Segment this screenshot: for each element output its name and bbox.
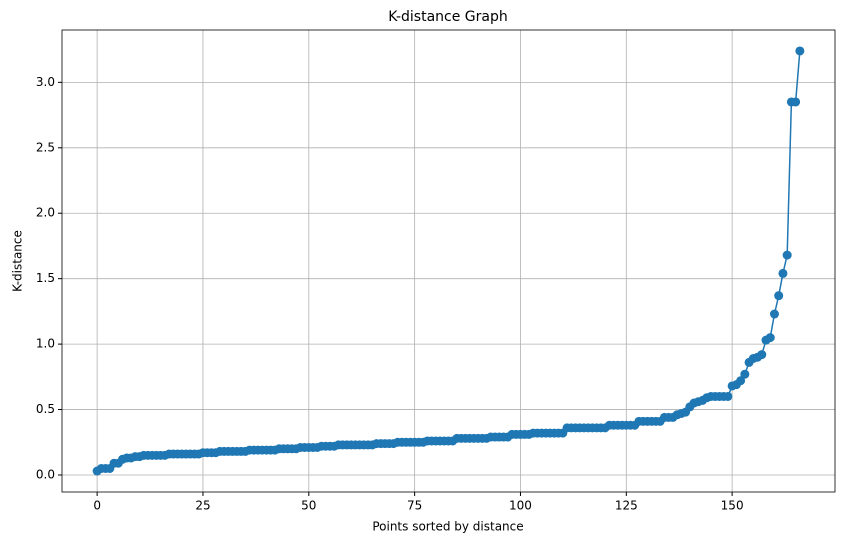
data-point	[769, 309, 779, 319]
y-tick-label: 0.0	[36, 467, 55, 481]
y-axis-label: K-distance	[11, 230, 25, 292]
y-tick-label: 2.5	[36, 140, 55, 154]
x-axis-label: Points sorted by distance	[372, 520, 523, 534]
y-tick-label: 1.0	[36, 337, 55, 351]
data-point	[757, 350, 767, 360]
data-point	[774, 291, 784, 301]
x-tick-label: 75	[407, 499, 422, 513]
data-point	[736, 376, 746, 386]
y-tick-label: 3.0	[36, 75, 55, 89]
data-point	[740, 369, 750, 379]
chart-title: K-distance Graph	[388, 9, 507, 25]
x-tick-label: 0	[93, 499, 101, 513]
data-line	[96, 50, 801, 472]
x-tick-label: 25	[195, 499, 210, 513]
x-tick-label: 50	[301, 499, 316, 513]
x-tick-label: 100	[509, 499, 532, 513]
plot-frame	[61, 29, 836, 493]
data-point	[791, 97, 801, 107]
data-point	[778, 268, 788, 278]
data-point	[795, 46, 805, 56]
data-point	[765, 333, 775, 343]
y-tick-label: 0.5	[36, 402, 55, 416]
y-tick-label: 2.0	[36, 206, 55, 220]
x-tick-label: 125	[615, 499, 638, 513]
data-point	[723, 391, 733, 401]
y-tick-label: 1.5	[36, 271, 55, 285]
x-tick-label: 150	[721, 499, 744, 513]
data-point	[782, 250, 792, 260]
